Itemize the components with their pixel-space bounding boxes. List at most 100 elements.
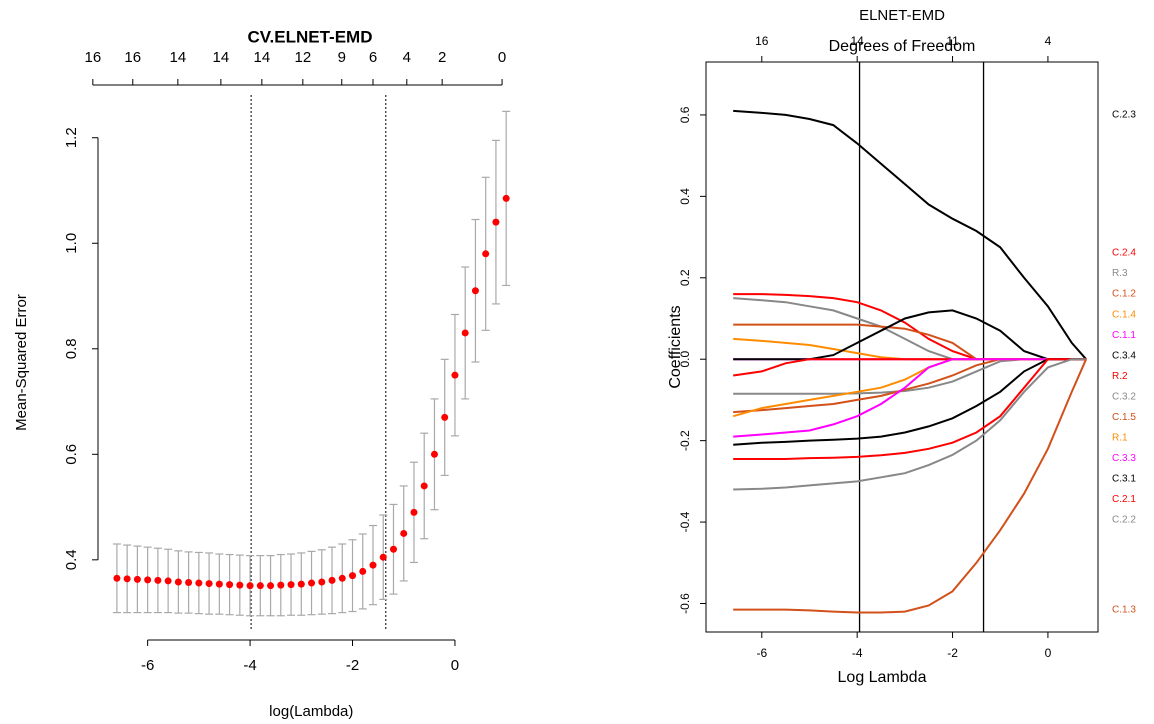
- series-line: [733, 358, 1087, 460]
- y-tick-label: 0.2: [678, 269, 692, 286]
- point: [215, 580, 223, 588]
- point: [236, 581, 244, 589]
- series-label: C.1.2: [1112, 289, 1136, 300]
- top-tick-label: 4: [403, 49, 411, 66]
- top-axis-title: Degrees of Freedom: [829, 38, 976, 55]
- top-tick-label: 14: [170, 49, 187, 66]
- chart-title: CV.ELNET-EMD: [247, 27, 372, 46]
- top-tick-label: 16: [84, 49, 101, 66]
- point: [133, 575, 141, 583]
- series-label: R.1: [1112, 432, 1128, 443]
- point: [338, 574, 346, 582]
- series-label: C.2.2: [1112, 515, 1136, 526]
- point: [185, 579, 193, 587]
- point: [461, 329, 469, 337]
- point: [297, 580, 305, 588]
- point: [389, 545, 397, 553]
- series-line: [733, 109, 1087, 360]
- y-tick-label: 0.4: [63, 549, 80, 570]
- series-line: [733, 293, 1087, 361]
- x-axis-title: Log Lambda: [838, 669, 927, 686]
- point: [318, 578, 326, 586]
- series-label: C.3.4: [1112, 350, 1136, 361]
- point: [256, 582, 264, 590]
- x-tick-label: 0: [1045, 646, 1052, 660]
- y-tick-label: 0.6: [678, 106, 692, 123]
- y-tick-label: 0.6: [63, 444, 80, 465]
- x-axis-title: log(Lambda): [269, 703, 353, 720]
- x-tick-label: -6: [141, 657, 154, 674]
- series-label: R.3: [1112, 268, 1128, 279]
- top-tick-label: 6: [369, 49, 377, 66]
- point: [287, 581, 295, 589]
- point: [226, 581, 234, 589]
- point: [195, 579, 203, 587]
- top-tick-label: 9: [338, 49, 346, 66]
- point: [328, 576, 336, 584]
- x-tick-label: -4: [852, 646, 863, 660]
- series-line: [733, 309, 1087, 361]
- series-line: [733, 297, 1087, 361]
- top-tick-label: 11: [946, 34, 959, 48]
- point: [400, 529, 408, 537]
- x-tick-label: -4: [243, 657, 256, 674]
- y-tick-label: -0.2: [678, 430, 692, 451]
- point: [502, 194, 510, 202]
- point: [349, 572, 357, 580]
- series-label: C.1.3: [1112, 605, 1136, 616]
- series-line: [733, 358, 1087, 491]
- y-tick-label: 1.0: [63, 233, 80, 254]
- point: [410, 508, 418, 516]
- y-tick-label: 0.0: [678, 351, 692, 368]
- y-tick-label: 0.4: [678, 188, 692, 205]
- x-tick-label: -2: [947, 646, 958, 660]
- y-tick-label: -0.4: [678, 511, 692, 532]
- point: [113, 574, 121, 582]
- x-tick-label: -6: [756, 646, 767, 660]
- top-tick-label: 14: [850, 34, 864, 48]
- top-tick-label: 4: [1045, 34, 1052, 48]
- point: [144, 576, 152, 584]
- y-axis-title: Coefficients: [667, 305, 684, 388]
- y-tick-label: 1.2: [63, 127, 80, 148]
- point: [205, 580, 213, 588]
- x-tick-label: 0: [451, 657, 459, 674]
- point: [174, 578, 182, 586]
- series-label: C.2.4: [1112, 248, 1136, 259]
- point: [471, 287, 479, 295]
- chart-title: ELNET-EMD: [859, 7, 945, 24]
- series-line: [733, 358, 1087, 446]
- top-tick-label: 16: [755, 34, 769, 48]
- x-tick-label: -2: [346, 657, 359, 674]
- point: [267, 582, 275, 590]
- series-label: C.1.5: [1112, 412, 1136, 423]
- top-tick-label: 0: [498, 49, 506, 66]
- plot-frame: [705, 61, 1099, 633]
- series-label: C.1.1: [1112, 330, 1136, 341]
- point: [441, 413, 449, 421]
- series-label: C.3.3: [1112, 453, 1136, 464]
- series-label: R.2: [1112, 371, 1128, 382]
- top-tick-label: 14: [213, 49, 230, 66]
- top-tick-label: 12: [294, 49, 311, 66]
- series-label: C.2.1: [1112, 494, 1136, 505]
- point: [379, 553, 387, 561]
- series-label: C.2.3: [1112, 110, 1136, 121]
- series-label: C.3.1: [1112, 474, 1136, 485]
- point: [123, 575, 131, 583]
- y-axis-title: Mean-Squared Error: [13, 294, 30, 431]
- series-label: C.1.4: [1112, 309, 1136, 320]
- point: [482, 250, 490, 258]
- point: [451, 371, 459, 379]
- series-line: [733, 358, 1087, 438]
- point: [164, 577, 172, 585]
- point: [369, 561, 377, 569]
- point: [359, 567, 367, 575]
- point: [154, 576, 162, 584]
- point: [308, 579, 316, 587]
- point: [246, 582, 254, 590]
- point: [277, 581, 285, 589]
- top-tick-label: 16: [124, 49, 141, 66]
- y-tick-label: 0.8: [63, 338, 80, 359]
- top-tick-label: 14: [254, 49, 271, 66]
